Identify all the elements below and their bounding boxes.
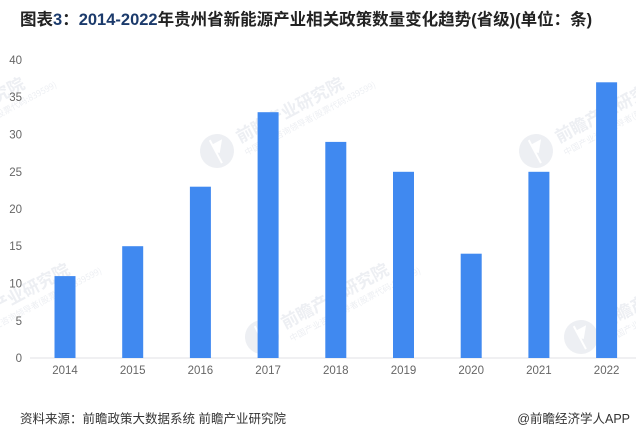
svg-text:35: 35	[9, 92, 22, 104]
svg-text:2016: 2016	[188, 365, 214, 377]
svg-text:2017: 2017	[255, 365, 281, 377]
svg-text:2022: 2022	[594, 365, 620, 377]
svg-text:20: 20	[9, 204, 22, 216]
svg-text:0: 0	[16, 353, 22, 365]
svg-text:2015: 2015	[120, 365, 146, 377]
svg-text:40: 40	[9, 55, 22, 67]
svg-text:25: 25	[9, 167, 22, 179]
svg-text:10: 10	[9, 279, 22, 291]
svg-text:2021: 2021	[526, 365, 552, 377]
svg-text:15: 15	[9, 241, 22, 253]
svg-text:2019: 2019	[391, 365, 417, 377]
svg-text:2020: 2020	[458, 365, 484, 377]
svg-text:30: 30	[9, 130, 22, 142]
svg-text:2014: 2014	[52, 365, 78, 377]
svg-text:5: 5	[16, 316, 22, 328]
svg-text:2018: 2018	[323, 365, 349, 377]
